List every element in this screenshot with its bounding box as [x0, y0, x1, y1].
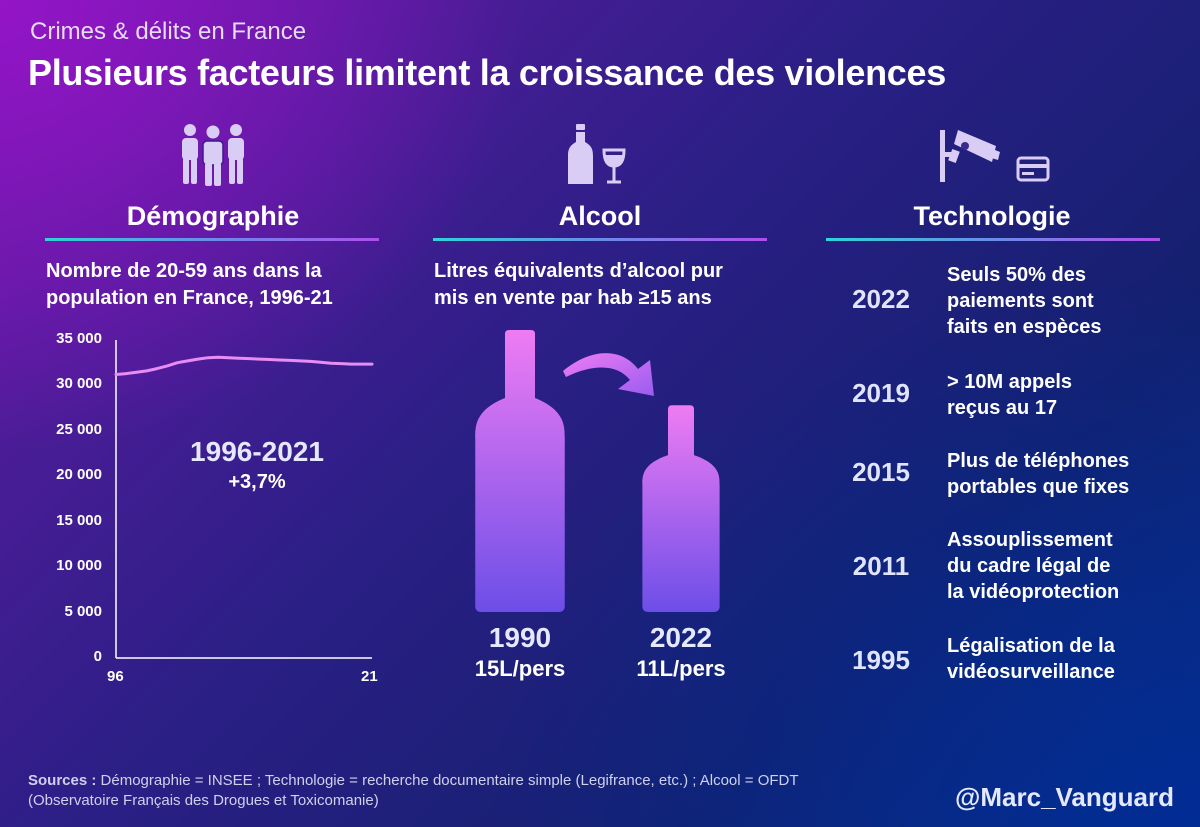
timeline-event-line: du cadre légal de [947, 555, 1111, 577]
bottle-label-2022: 11L/pers [636, 656, 726, 681]
timeline-event-line: la vidéoprotection [947, 581, 1120, 603]
y-tick-label: 20 000 [56, 466, 102, 484]
alcool-subtitle-line1: Litres équivalents d’alcool pur [434, 260, 723, 282]
alcool-rule [433, 238, 767, 241]
page-title: Plusieurs facteurs limitent la croissanc… [28, 52, 946, 93]
timeline-year: 2015 [852, 457, 910, 487]
timeline-year: 2019 [852, 378, 910, 408]
demographie-title: Démographie [126, 201, 300, 231]
bottle-year-1990: 1990 [488, 622, 552, 653]
demographie-subtitle-line2: population en France, 1996-21 [46, 287, 333, 309]
timeline-event-line: faits en espèces [947, 316, 1102, 338]
alcool-title: Alcool [558, 201, 642, 231]
alcool-subtitle: Litres équivalents d’alcool pur mis en v… [434, 258, 774, 312]
timeline-event-line: Légalisation de la [947, 635, 1115, 657]
timeline-year: 1995 [852, 645, 910, 675]
timeline-event-line: Plus de téléphones [947, 450, 1130, 472]
timeline-event-line: Seuls 50% des [947, 264, 1086, 286]
sources-line1: Démographie = INSEE ; Technologie = rech… [100, 772, 799, 789]
demographie-rule [45, 238, 379, 241]
cctv-camera-card-icon [940, 130, 1050, 182]
timeline-event-line: Assouplissement [947, 529, 1113, 551]
y-tick-label: 15 000 [56, 511, 102, 529]
timeline-event: Plus de téléphones portables que fixes [947, 448, 1167, 500]
y-tick-label: 0 [93, 648, 102, 665]
people-icon [182, 124, 244, 186]
chart-annotation-period: 1996-2021 [190, 436, 324, 467]
timeline-event-line: > 10M appels [947, 371, 1073, 393]
timeline-year: 2011 [852, 551, 910, 581]
timeline-event-line: paiements sont [947, 290, 1094, 312]
timeline-event: > 10M appels reçus au 17 [947, 369, 1167, 421]
timeline-event-line: reçus au 17 [947, 397, 1058, 419]
y-tick-label: 30 000 [56, 375, 102, 393]
sources-label: Sources : [28, 772, 97, 789]
demographie-subtitle: Nombre de 20-59 ans dans la population e… [46, 258, 386, 312]
author-handle: @Marc_Vanguard [955, 782, 1174, 812]
sources-note: Sources : Démographie = INSEE ; Technolo… [28, 771, 908, 811]
timeline-event-line: vidéosurveillance [947, 661, 1115, 683]
timeline-year: 2022 [852, 284, 910, 314]
timeline-event: Assouplissement du cadre légal de la vid… [947, 527, 1167, 605]
kicker-title: Crimes & délits en France [30, 18, 307, 45]
x-tick-label-end: 21 [361, 668, 378, 685]
chart-annotation-change: +3,7% [228, 471, 286, 493]
x-tick-label-start: 96 [107, 668, 124, 685]
y-tick-label: 5 000 [64, 602, 102, 620]
timeline-event: Légalisation de la vidéosurveillance [947, 633, 1167, 685]
bottle-label-1990: 15L/pers [474, 656, 566, 681]
y-tick-label: 25 000 [56, 420, 102, 438]
bottle-year-2022: 2022 [649, 622, 713, 653]
timeline-event: Seuls 50% des paiements sont faits en es… [947, 262, 1167, 340]
bottle-wine-glass-icon [568, 124, 626, 184]
technologie-rule [826, 238, 1160, 241]
y-tick-label: 10 000 [56, 557, 102, 575]
alcool-subtitle-line2: mis en vente par hab ≥15 ans [434, 287, 712, 309]
sources-line2: (Observatoire Français des Drogues et To… [28, 792, 379, 809]
technologie-title: Technologie [913, 201, 1071, 231]
timeline-event-line: portables que fixes [947, 476, 1130, 498]
y-tick-label: 35 000 [56, 330, 102, 347]
demographie-subtitle-line1: Nombre de 20-59 ans dans la [46, 260, 322, 282]
